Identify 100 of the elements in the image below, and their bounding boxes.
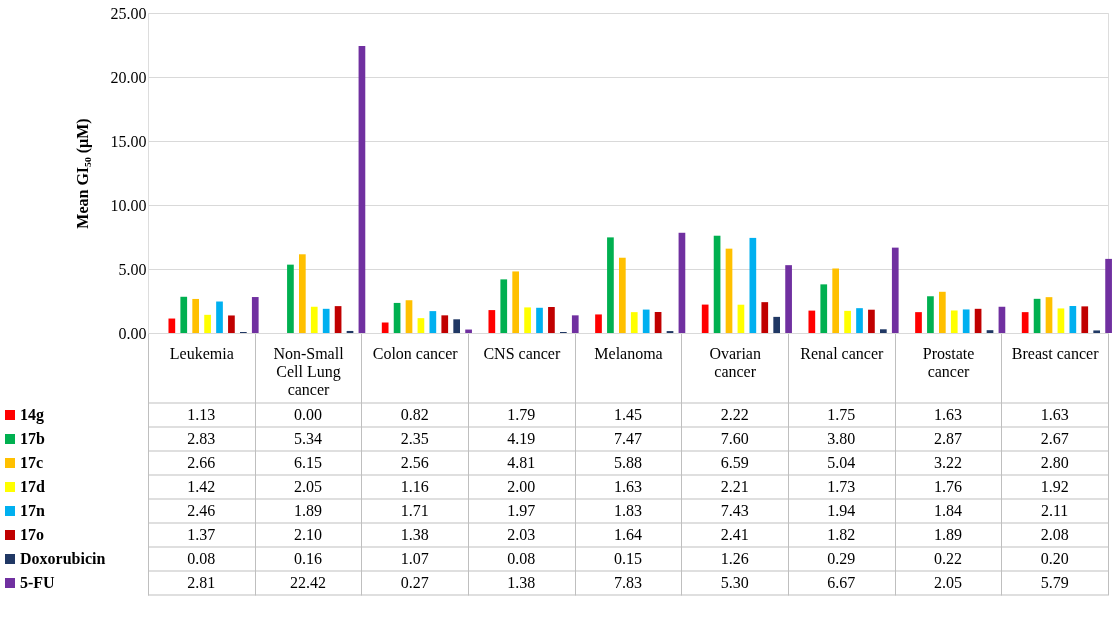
bar [915,312,922,333]
data-label: 2.67 [1040,430,1069,447]
y-tick-label: 10.00 [110,196,147,214]
data-label: 2.66 [187,454,216,471]
x-tick-label: Prostate cancer [922,344,975,380]
data-label: 2.87 [934,430,962,447]
x-tick-label: CNS cancer [483,344,561,362]
bar [773,316,781,333]
data-label: 5.88 [614,454,642,471]
bar [1069,305,1077,333]
data-label: 1.82 [827,526,856,543]
data-label: 2.81 [187,574,216,591]
y-tick-label: 15.00 [110,132,147,150]
data-label: 1.38 [507,574,536,591]
bar [334,306,342,333]
bar [701,304,709,333]
bar [785,265,792,333]
y-axis-title: Mean GI₅₀ (µM) [73,118,92,229]
legend-label: 14g [20,406,44,424]
bar [962,309,970,333]
x-tick-label: Breast cancer [1011,344,1100,362]
data-label: 1.37 [187,526,216,543]
y-tick-label: 20.00 [110,68,147,86]
x-tick-label: Non-Small Cell Lung cancer [273,344,345,398]
bar [938,291,946,333]
bar [536,307,543,333]
bar [168,318,176,333]
data-label: 1.89 [294,502,322,519]
data-label: 1.16 [400,478,429,495]
legend-label: Doxorubicin [20,550,106,567]
bar [891,247,899,333]
bar [1105,258,1112,333]
bar [204,314,211,333]
data-label: 0.16 [294,550,322,567]
data-label: 2.41 [720,526,749,543]
data-label: 1.73 [827,478,856,495]
data-label: 5.30 [720,574,749,591]
data-label: 7.43 [720,502,749,519]
bar [950,310,958,333]
bar [595,314,602,333]
legend-label: 17d [20,478,45,495]
data-label: 7.60 [720,430,749,447]
data-label: 1.97 [507,502,536,519]
bar [251,297,259,333]
data-label: 1.79 [507,406,536,423]
x-tick-label: Renal cancer [800,344,885,362]
data-label: 1.92 [1040,478,1069,495]
bar [465,329,472,333]
bar [1057,308,1065,333]
data-label: 1.63 [934,406,962,423]
bar [358,46,366,333]
x-tick-label: Melanoma [594,344,663,362]
data-label: 7.83 [614,574,642,591]
data-label: 1.84 [934,502,962,519]
legend-label: 17n [20,502,45,519]
bar [405,300,413,333]
data-label: 5.34 [294,430,322,447]
bar [642,309,650,333]
x-tick-label: Colon cancer [372,344,459,362]
data-label: 1.94 [827,502,856,519]
bar [844,310,851,333]
bar [524,307,531,333]
bar [192,298,200,333]
data-label: 22.42 [290,574,326,591]
x-tick-label: Ovarian cancer [709,344,761,380]
bar [832,268,840,333]
data-label: 0.27 [400,574,429,591]
data-label: 2.80 [1040,454,1069,471]
data-label: 0.22 [934,550,962,567]
bar [441,315,449,333]
data-label: 1.76 [934,478,962,495]
bar [630,312,638,333]
data-label: 2.05 [934,574,962,591]
data-label: 5.04 [827,454,856,471]
data-label: 1.89 [934,526,962,543]
data-label: 6.15 [294,454,322,471]
data-label: 2.22 [720,406,749,423]
data-label: 0.20 [1040,550,1069,567]
data-label: 4.81 [507,454,536,471]
bar [548,307,555,333]
bar [322,308,330,333]
bar [808,310,816,333]
data-label: 4.19 [507,430,536,447]
bar [1093,330,1101,333]
data-label: 1.42 [187,478,216,495]
data-label: 2.21 [720,478,749,495]
y-tick-label: 25.00 [110,4,147,22]
bar [618,257,626,333]
data-label: 2.03 [507,526,536,543]
data-label: 1.63 [614,478,642,495]
data-label: 3.22 [934,454,962,471]
data-label: 6.59 [720,454,749,471]
data-label: 0.82 [400,406,429,423]
data-label: 0.29 [827,550,856,567]
data-label: 2.10 [294,526,322,543]
data-label: 2.56 [400,454,429,471]
legend-label: 17c [20,454,44,471]
bar [512,271,520,333]
data-label: 0.00 [294,406,322,423]
bar [287,264,294,333]
